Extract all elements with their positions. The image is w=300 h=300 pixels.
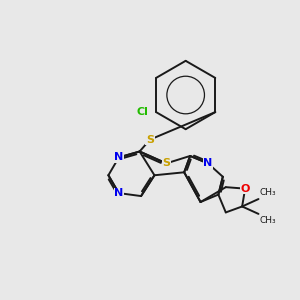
Text: N: N [114, 152, 123, 162]
Text: S: S [162, 158, 170, 168]
Text: N: N [203, 158, 213, 168]
Text: CH₃: CH₃ [260, 216, 277, 225]
Text: N: N [114, 188, 123, 198]
Text: S: S [146, 135, 154, 145]
Text: CH₃: CH₃ [260, 188, 277, 197]
Text: Cl: Cl [137, 107, 148, 117]
Text: O: O [240, 184, 250, 194]
